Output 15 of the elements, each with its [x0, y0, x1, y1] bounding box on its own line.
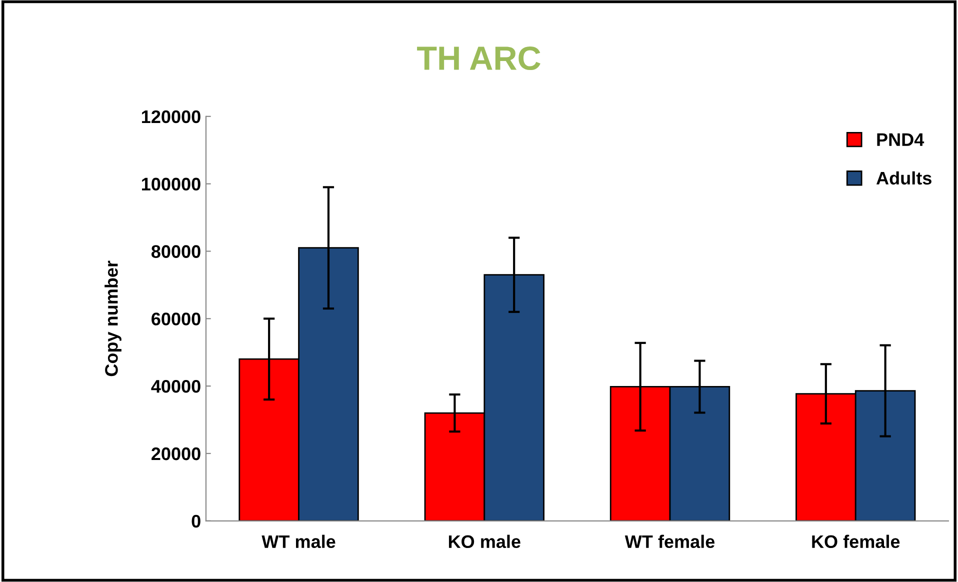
y-tick-label: 100000	[142, 178, 200, 191]
chart-title: TH ARC	[417, 46, 540, 70]
y-tick-label: 0	[192, 514, 200, 528]
x-tick-label: WT male	[262, 534, 336, 548]
x-tick-label: KO female	[812, 534, 900, 548]
y-tick-label: 120000	[142, 110, 200, 124]
y-tick-label: 20000	[152, 447, 200, 460]
y-tick-label: 40000	[151, 380, 200, 393]
y-axis-title: Copy number	[104, 260, 122, 376]
legend-label: Adults	[876, 171, 932, 185]
y-tick-label: 60000	[152, 312, 200, 326]
y-tick-label: 80000	[151, 245, 200, 258]
x-tick-label: KO male	[448, 534, 520, 548]
x-tick-label: WT female	[624, 534, 715, 548]
legend-label: PND4	[877, 133, 924, 146]
